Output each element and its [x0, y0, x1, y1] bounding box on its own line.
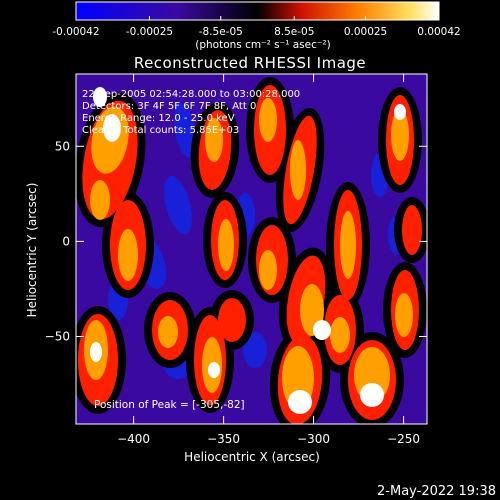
y-axis-ticks: 50 0 −50 [45, 139, 427, 344]
heatmap-blob-low [164, 175, 192, 235]
annotation-time-range: 22-Sep-2005 02:54:28.000 to 03:00:28.000 [82, 89, 300, 100]
footer-timestamp: 2-May-2022 19:38 [377, 484, 496, 499]
colorbar-tick-label: 0.00025 [344, 26, 387, 38]
x-axis-label: Heliocentric X (arcsec) [184, 450, 320, 464]
y-tick-label: −50 [45, 330, 70, 344]
heatmap-blob [205, 118, 223, 162]
heatmap-blob [90, 180, 110, 220]
colorbar-ticks: -0.00042 -0.00025 -8.5e-05 8.5e-05 0.00025 0.… [52, 16, 461, 38]
heatmap-blob [259, 98, 277, 142]
plot-frame [75, 73, 428, 425]
heatmap-blob [218, 298, 246, 342]
heatmap-blobs [76, 77, 427, 424]
heatmap-blob [340, 211, 356, 279]
colorbar: -0.00042 -0.00025 -8.5e-05 8.5e-05 0.00025 0.… [52, 1, 461, 51]
heatmap-blob [394, 104, 406, 120]
y-axis-label: Heliocentric Y (arcsec) [25, 183, 39, 318]
heatmap-blob [391, 109, 409, 161]
heatmap-blob [118, 229, 138, 281]
annotation-energy-range: Energy Range: 12.0 - 25.0 keV [82, 113, 235, 124]
y-tick-label: 50 [55, 139, 70, 153]
heatmap-blob [103, 114, 121, 142]
x-tick-label: −300 [297, 432, 330, 446]
colorbar-tick-label: -8.5e-05 [199, 26, 243, 38]
heatmap-blob [313, 320, 331, 340]
heatmap-blob [290, 140, 306, 200]
colorbar-tick-label: -0.00025 [126, 26, 173, 38]
annotation-clean-counts: Clean Total counts: 5.85E+03 [82, 125, 239, 136]
colorbar-unit-label: (photons cm⁻² s⁻¹ asec⁻²) [195, 39, 330, 51]
heatmap-blob-low [174, 102, 196, 158]
heatmap-blob [90, 342, 102, 362]
heatmap-blob [93, 87, 107, 107]
peak-position-label: Position of Peak = [-305,-82] [94, 399, 245, 411]
heatmap-blob-low [243, 332, 267, 368]
heatmap-blob [330, 317, 350, 353]
annotation-block: 22-Sep-2005 02:54:28.000 to 03:00:28.000… [82, 89, 300, 136]
x-tick-label: −400 [117, 432, 150, 446]
colorbar-gradient [76, 2, 439, 20]
annotation-detectors: Detectors: 3F 4F 5F 6F 7F 8F, Att 0 [82, 101, 256, 112]
colorbar-tick-label: 8.5e-05 [274, 26, 314, 38]
x-tick-label: −250 [387, 432, 420, 446]
colorbar-tick-label: 0.00042 [417, 26, 460, 38]
heatmap-blob [218, 219, 234, 271]
heatmap-blob [360, 383, 384, 407]
heatmap-blob [158, 316, 178, 348]
x-tick-label: −350 [207, 432, 240, 446]
chart-title: Reconstructed RHESSI Image [134, 54, 366, 72]
y-tick-label: 0 [62, 234, 70, 248]
heatmap-blob [395, 293, 413, 337]
heatmap-blob [259, 250, 277, 290]
heatmap-blob [402, 205, 422, 255]
x-axis-ticks: −400 −350 −300 −250 [117, 74, 420, 446]
heatmap-blob [288, 390, 312, 414]
colorbar-frame [75, 1, 440, 21]
heatmap-area [76, 74, 427, 424]
colorbar-tick-label: -0.00042 [52, 26, 99, 38]
heatmap-blob [208, 362, 220, 378]
